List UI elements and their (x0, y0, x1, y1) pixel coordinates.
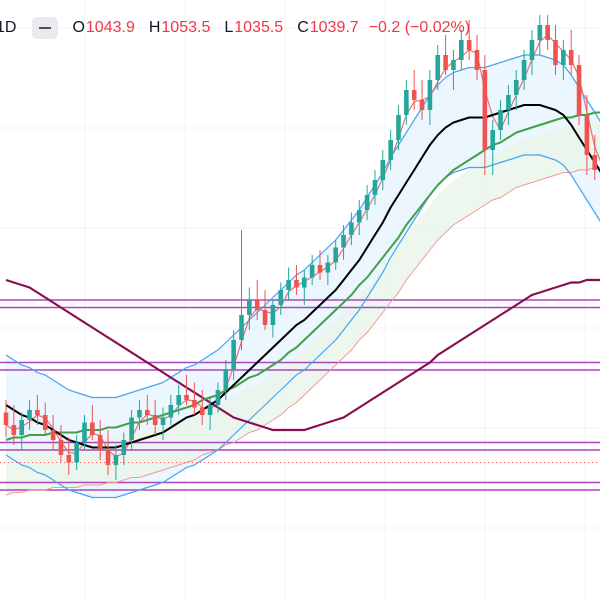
candle-up (270, 305, 276, 325)
candle-down (419, 100, 425, 110)
candle-up (404, 90, 409, 115)
candle-up (168, 405, 174, 418)
candle-down (553, 40, 558, 65)
cloud-lower-edge (5, 167, 600, 496)
candle-up (506, 95, 511, 110)
candle-up (247, 300, 252, 315)
candle-down (584, 115, 590, 155)
candle-up (160, 417, 166, 425)
candle-up (349, 222, 354, 235)
candle-up (137, 410, 142, 418)
symbol-interval: 1D (0, 19, 17, 36)
candle-up (286, 280, 291, 290)
candle-up (498, 110, 503, 130)
candle-down (90, 422, 95, 435)
candle-down (262, 310, 268, 325)
candle-up (529, 40, 535, 60)
candle-up (121, 440, 127, 455)
high-value: 1053.5 (161, 19, 211, 36)
candle-up (356, 210, 362, 223)
candle-up (129, 417, 134, 440)
candle-down (184, 395, 189, 400)
candle-down (443, 55, 448, 70)
collapse-legend-button[interactable] (32, 17, 59, 39)
candle-up (309, 265, 315, 278)
candle-up (513, 80, 519, 95)
minus-icon (39, 27, 52, 29)
candle-up (521, 60, 527, 80)
candle-down (42, 415, 48, 430)
candlestick-series (3, 15, 598, 480)
candle-down (105, 450, 111, 465)
candle-up (302, 277, 307, 288)
candle-down (50, 430, 56, 440)
candle-up (239, 315, 244, 340)
candle-down (152, 415, 158, 425)
candle-up (490, 130, 495, 150)
close-value: 1039.7 (309, 19, 359, 36)
open-label: O (72, 19, 85, 36)
candle-down (11, 425, 17, 435)
candle-down (35, 410, 40, 415)
candle-down (97, 435, 103, 450)
high-label: H (148, 19, 161, 36)
candle-down (66, 455, 72, 463)
ma-long-line (5, 278, 600, 432)
candle-down (592, 155, 598, 170)
candle-down (474, 50, 480, 70)
candle-down (466, 40, 472, 50)
candle-down (58, 440, 64, 455)
candle-up (176, 395, 181, 405)
cloud-fill (6, 122, 600, 495)
ma-mid-line (5, 111, 600, 441)
candle-up (215, 390, 221, 405)
candle-up (325, 262, 331, 273)
candle-up (388, 140, 393, 160)
candle-up (427, 80, 433, 110)
open-value: 1043.9 (85, 19, 135, 36)
candle-down (145, 410, 150, 415)
candle-down (482, 70, 488, 150)
candle-up (396, 115, 401, 140)
candle-up (207, 405, 213, 415)
candle-up (451, 60, 456, 70)
candle-down (317, 265, 323, 273)
candle-up (278, 290, 284, 305)
change-value: −0.2 (−0.02%) (368, 19, 471, 36)
candle-up (113, 455, 119, 465)
low-label: L (224, 19, 234, 36)
indicator-fills (6, 55, 600, 498)
candle-down (294, 280, 299, 288)
bollinger-band-fill (6, 55, 600, 498)
bollinger-lower-line (5, 154, 600, 499)
candle-up (231, 340, 236, 370)
candle-down (3, 412, 9, 425)
low-value: 1035.5 (234, 19, 284, 36)
candle-up (74, 442, 79, 463)
candle-up (333, 247, 338, 263)
candle-up (459, 40, 464, 60)
candle-down (411, 90, 417, 100)
candle-down (254, 300, 260, 310)
candle-down (568, 50, 574, 65)
candle-up (27, 410, 32, 420)
candle-up (82, 422, 87, 443)
candle-up (364, 195, 370, 210)
ohlc-legend: 1D O 1043.9 H 1053.5 L 1035.5 C 1039.7 −0.2 … (0, 14, 470, 42)
ma-short-line (5, 104, 600, 449)
candle-down (576, 65, 582, 115)
candle-up (561, 50, 566, 65)
candle-down (545, 25, 550, 40)
candle-down (192, 400, 197, 408)
candle-up (372, 180, 378, 195)
candle-up (537, 25, 543, 40)
candle-up (435, 55, 441, 80)
candle-up (380, 160, 386, 180)
candle-down (199, 407, 205, 415)
candle-up (341, 235, 346, 248)
close-label: C (297, 19, 309, 36)
candle-up (19, 420, 24, 435)
candle-up (223, 370, 229, 390)
